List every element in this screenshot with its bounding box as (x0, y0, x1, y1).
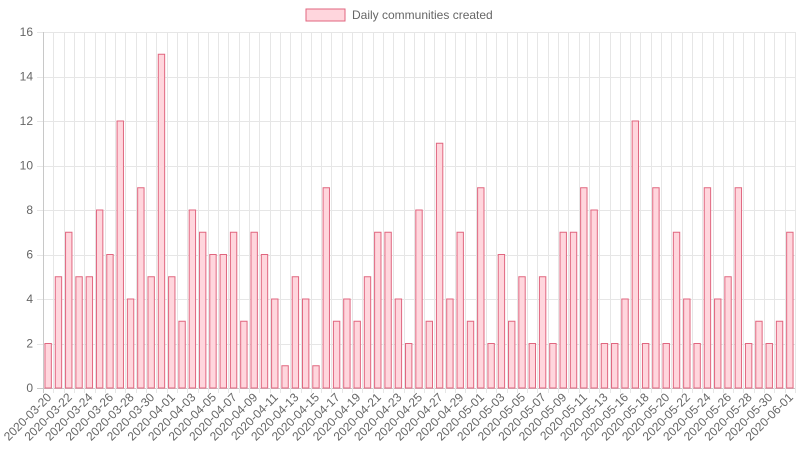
bar-2020-05-17[interactable] (631, 120, 640, 389)
bar-2020-04-01[interactable] (168, 276, 176, 389)
bar-2020-05-10[interactable] (569, 231, 578, 389)
legend-label[interactable]: Daily communities created (352, 8, 493, 22)
bar-2020-06-01[interactable] (786, 231, 794, 389)
bar-2020-05-01[interactable] (477, 187, 485, 389)
bar-2020-05-15[interactable] (611, 343, 619, 389)
bar-2020-03-21[interactable] (54, 276, 63, 389)
bar-2020-03-30[interactable] (147, 276, 155, 389)
bar-2020-04-30[interactable] (466, 320, 475, 389)
bar-2020-03-27[interactable] (116, 120, 124, 389)
y-tick-label: 6 (26, 248, 33, 262)
bar-2020-05-20[interactable] (662, 343, 670, 389)
y-tick-label: 10 (20, 159, 34, 173)
bar-2020-04-11[interactable] (271, 298, 279, 389)
bar-2020-04-20[interactable] (363, 276, 372, 389)
bar-2020-03-26[interactable] (106, 254, 114, 389)
bar-2020-05-24[interactable] (703, 187, 712, 389)
bar-2020-05-28[interactable] (744, 343, 753, 389)
bar-2020-05-31[interactable] (775, 320, 784, 389)
bar-2020-04-29[interactable] (456, 231, 464, 389)
bar-2020-04-17[interactable] (332, 320, 341, 389)
bar-2020-05-22[interactable] (683, 298, 691, 389)
bar-2020-05-29[interactable] (755, 320, 763, 389)
bar-2020-04-04[interactable] (198, 231, 207, 389)
bar-2020-04-21[interactable] (374, 231, 382, 389)
legend[interactable]: Daily communities created (305, 8, 493, 22)
bar-2020-04-24[interactable] (405, 343, 413, 389)
bar-2020-05-03[interactable] (497, 254, 506, 389)
bar-2020-04-26[interactable] (425, 320, 433, 389)
bar-2020-05-30[interactable] (765, 343, 773, 389)
bar-2020-04-15[interactable] (312, 365, 320, 389)
y-tick-label: 14 (20, 70, 34, 84)
bar-2020-05-26[interactable] (724, 276, 732, 389)
bar-2020-05-23[interactable] (693, 343, 701, 389)
bar-2020-03-20[interactable] (44, 343, 52, 389)
bar-2020-05-11[interactable] (580, 187, 588, 389)
bar-2020-04-03[interactable] (188, 209, 197, 389)
bar-2020-04-25[interactable] (415, 209, 423, 389)
bar-2020-05-05[interactable] (518, 276, 526, 389)
y-tick-label: 0 (26, 381, 33, 395)
bar-2020-04-07[interactable] (229, 231, 238, 389)
bar-2020-04-14[interactable] (301, 298, 310, 389)
bar-2020-04-10[interactable] (260, 254, 269, 389)
bars (44, 53, 794, 389)
bar-2020-05-19[interactable] (652, 187, 660, 389)
bar-2020-03-29[interactable] (137, 187, 145, 389)
y-tick-label: 8 (26, 203, 33, 217)
bar-2020-04-22[interactable] (384, 231, 392, 389)
bar-2020-04-18[interactable] (343, 298, 351, 389)
bar-2020-05-21[interactable] (672, 231, 681, 389)
bar-2020-03-23[interactable] (75, 276, 83, 389)
bar-2020-03-28[interactable] (126, 298, 135, 389)
bar-2020-04-28[interactable] (446, 298, 454, 389)
bar-2020-05-07[interactable] (538, 276, 547, 389)
bar-2020-04-13[interactable] (291, 276, 300, 389)
y-tick-label: 12 (20, 114, 34, 128)
bar-2020-04-08[interactable] (240, 320, 248, 389)
bar-2020-04-16[interactable] (322, 187, 330, 389)
bar-2020-03-22[interactable] (65, 231, 73, 389)
bar-2020-05-13[interactable] (600, 343, 609, 389)
bar-2020-03-25[interactable] (95, 209, 104, 389)
bar-2020-05-02[interactable] (487, 343, 495, 389)
y-tick-label: 4 (26, 292, 33, 306)
bar-2020-05-16[interactable] (621, 298, 629, 389)
bar-2020-05-25[interactable] (714, 298, 722, 389)
bar-2020-04-12[interactable] (281, 365, 289, 389)
bar-2020-04-23[interactable] (394, 298, 403, 389)
bar-2020-04-09[interactable] (250, 231, 258, 389)
bar-2020-03-24[interactable] (85, 276, 94, 389)
bar-2020-04-27[interactable] (435, 142, 444, 389)
bar-2020-05-18[interactable] (641, 343, 650, 389)
bar-2020-05-06[interactable] (528, 343, 537, 389)
bar-2020-05-09[interactable] (559, 231, 567, 389)
bar-2020-03-31[interactable] (157, 53, 166, 389)
y-tick-label: 2 (26, 337, 33, 351)
y-tick-label: 16 (20, 25, 34, 39)
legend-swatch[interactable] (305, 8, 346, 22)
bar-2020-05-12[interactable] (590, 209, 598, 389)
bar-2020-04-19[interactable] (353, 320, 361, 389)
x-axis-ticks: 2020-03-202020-03-222020-03-242020-03-26… (1, 390, 796, 444)
bar-2020-04-05[interactable] (209, 254, 217, 389)
bar-2020-05-04[interactable] (508, 320, 516, 389)
bar-2020-05-27[interactable] (734, 187, 743, 389)
bar-2020-04-06[interactable] (219, 254, 227, 389)
bar-2020-05-08[interactable] (549, 343, 557, 389)
bar-2020-04-02[interactable] (178, 320, 186, 389)
y-axis-ticks: 0 2 4 6 8 10 12 14 16 (20, 25, 34, 395)
